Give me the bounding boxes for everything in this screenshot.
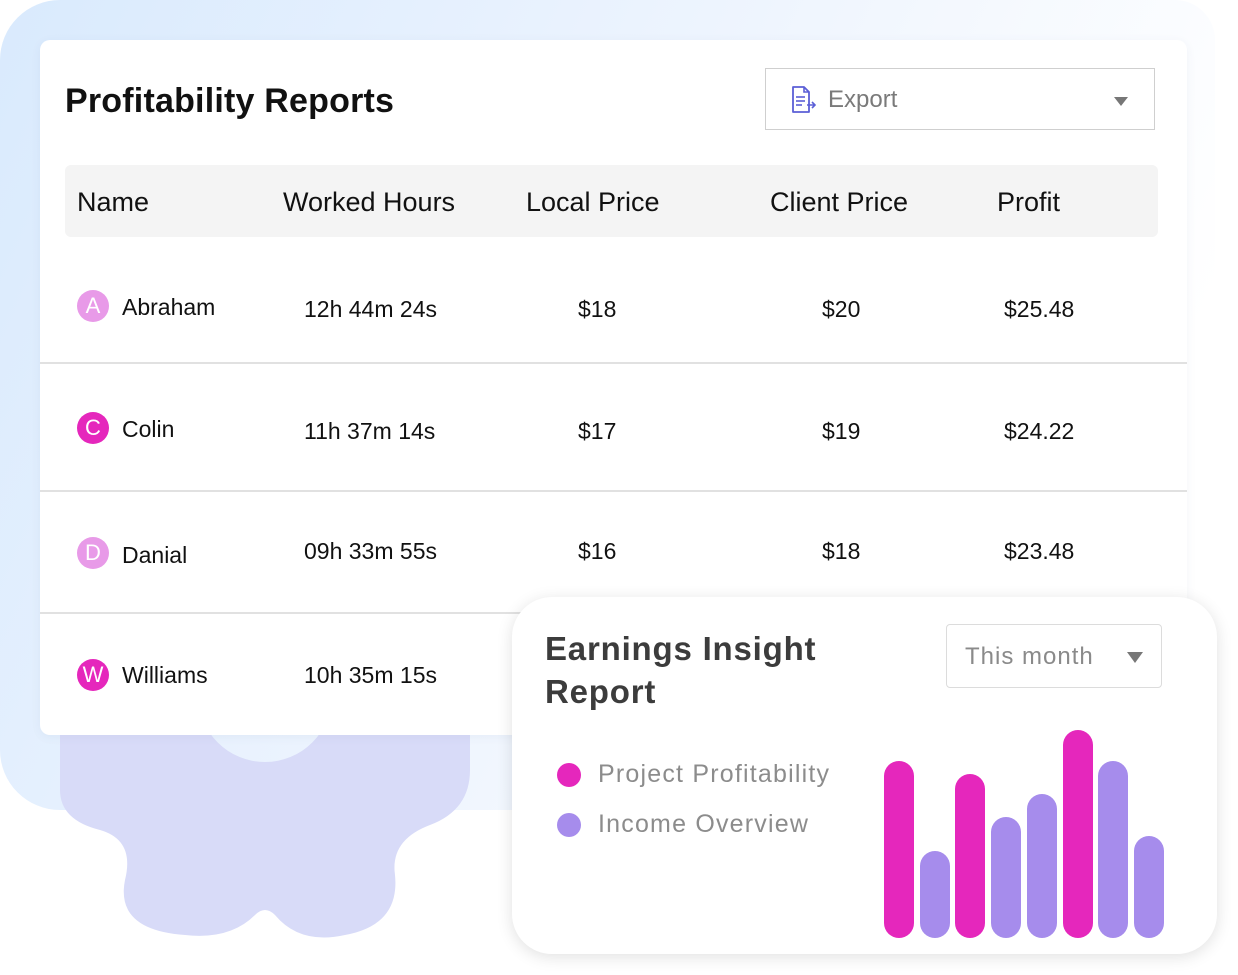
row-worked-hours: 12h 44m 24s (304, 296, 437, 322)
document-export-icon (792, 86, 816, 113)
table-header: Name Worked Hours Local Price Client Pri… (65, 165, 1158, 237)
row-local-price: $18 (578, 296, 617, 322)
chart-bar (955, 774, 985, 938)
row-local-price: $16 (578, 538, 617, 564)
earnings-bar-chart (884, 730, 1164, 938)
row-client-price: $19 (822, 418, 861, 444)
avatar: D (77, 537, 109, 569)
period-dropdown[interactable]: This month (946, 624, 1162, 688)
table-row[interactable]: W Williams 10h 35m 15s (40, 614, 1187, 736)
column-header-local-price[interactable]: Local Price (526, 187, 660, 217)
export-label: Export (828, 86, 898, 113)
chart-bar (920, 851, 950, 938)
export-dropdown[interactable]: Export (765, 68, 1155, 130)
column-header-client-price[interactable]: Client Price (770, 187, 909, 217)
legend-dot (557, 763, 581, 787)
row-profit: $25.48 (1004, 296, 1075, 322)
row-name: Williams (122, 662, 208, 688)
column-header-worked-hours[interactable]: Worked Hours (283, 187, 456, 217)
row-name: Colin (122, 416, 175, 442)
gear-icon (60, 640, 470, 938)
table-row[interactable]: D Danial 09h 33m 55s $16 $18 $23.48 (40, 492, 1187, 614)
row-name: Danial (122, 542, 188, 568)
chart-bar (1098, 761, 1128, 938)
column-header-name[interactable]: Name (77, 187, 150, 217)
legend-label: Income Overview (598, 810, 810, 838)
chart-bar (991, 817, 1021, 938)
row-profit: $24.22 (1004, 418, 1075, 444)
avatar: C (77, 412, 109, 444)
row-client-price: $20 (822, 296, 861, 322)
page-title: Profitability Reports (65, 82, 395, 120)
insight-title: Earnings Insight Report (545, 630, 817, 710)
earnings-insight-card: Earnings Insight Report This month Proje… (512, 597, 1217, 954)
period-label: This month (965, 643, 1094, 670)
table-row[interactable]: A Abraham 12h 44m 24s $18 $20 $25.48 (40, 242, 1187, 364)
table-row[interactable]: C Colin 11h 37m 14s $17 $19 $24.22 (40, 364, 1187, 492)
chart-bar (884, 761, 914, 938)
chart-bar (1063, 730, 1093, 938)
caret-down-icon (1114, 97, 1128, 106)
row-local-price: $17 (578, 418, 617, 444)
chart-bar (1134, 836, 1164, 938)
row-worked-hours: 10h 35m 15s (304, 662, 437, 688)
row-profit: $23.48 (1004, 538, 1075, 564)
column-header-profit[interactable]: Profit (997, 187, 1061, 217)
chart-bar (1027, 794, 1057, 938)
row-worked-hours: 09h 33m 55s (304, 538, 437, 564)
row-client-price: $18 (822, 538, 861, 564)
legend-dot (557, 813, 581, 837)
avatar: W (77, 659, 109, 691)
row-name: Abraham (122, 294, 216, 320)
row-worked-hours: 11h 37m 14s (304, 418, 436, 444)
legend-label: Project Profitability (598, 760, 831, 788)
caret-down-icon (1127, 652, 1143, 663)
avatar: A (77, 290, 109, 322)
